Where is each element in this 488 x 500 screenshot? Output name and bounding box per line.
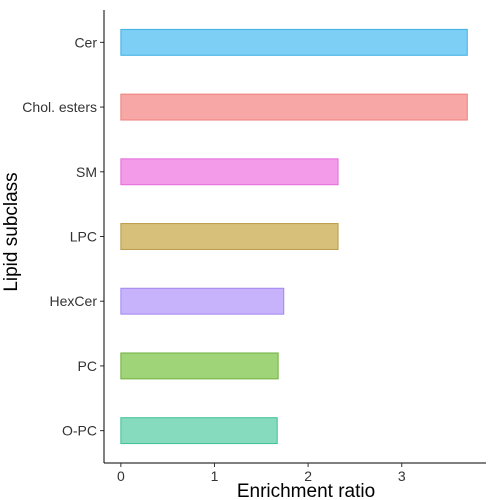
x-tick-labels: 0 1 2 3 <box>117 468 406 484</box>
y-tick-label: PC <box>78 358 97 374</box>
bar-o-pc <box>120 417 278 445</box>
y-tick-label: Chol. esters <box>22 99 97 115</box>
y-tick-labels: Cer Chol. esters SM LPC HexCer PC O-PC <box>22 34 97 438</box>
y-axis-title: Lipid subclass <box>1 172 22 291</box>
bar-hexcer <box>120 287 285 315</box>
x-tick-label: 0 <box>117 468 125 484</box>
x-axis-title: Enrichment ratio <box>237 481 375 500</box>
bar-chol-esters <box>120 93 468 121</box>
y-tick-label: HexCer <box>50 293 98 309</box>
x-tick-label: 1 <box>211 468 219 484</box>
bar-lpc <box>120 223 339 250</box>
x-tick-label: 3 <box>398 468 406 484</box>
y-tick-label: Cer <box>74 34 97 50</box>
x-tick-label: 2 <box>304 468 312 484</box>
bar-pc <box>120 352 279 380</box>
bar-cer <box>120 28 468 56</box>
bars <box>120 28 468 445</box>
y-ticks <box>100 41 104 432</box>
y-tick-label: SM <box>76 164 97 180</box>
bar-sm <box>120 158 339 186</box>
y-tick-label: O-PC <box>62 423 97 439</box>
x-ticks <box>120 463 403 467</box>
y-tick-label: LPC <box>70 229 97 245</box>
